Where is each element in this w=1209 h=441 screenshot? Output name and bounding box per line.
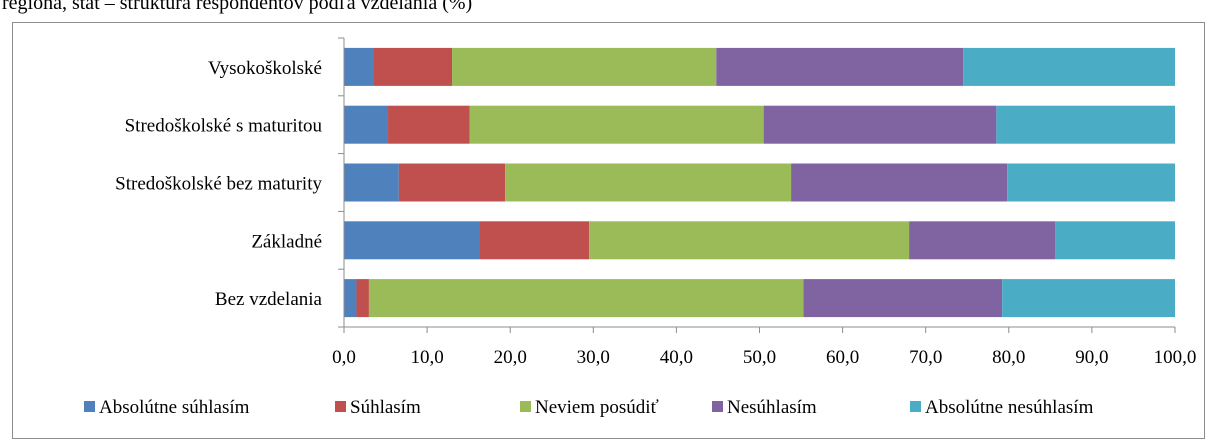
bar-vysokoskolske-absolutne-nesuhlasim [963, 47, 1175, 86]
x-tick-label: 70,0 [909, 347, 942, 368]
bar-stredoskolske-s-maturitou-absolutne-suhlasim [344, 105, 389, 144]
x-tick-label: 50,0 [743, 347, 776, 368]
bar-stredoskolske-bez-maturity-absolutne-suhlasim [344, 163, 399, 202]
bar-zakladne-nesuhlasim [909, 221, 1056, 260]
bar-zakladne-neviem-posudit [589, 221, 910, 260]
bar-stredoskolske-bez-maturity-absolutne-nesuhlasim [1007, 163, 1175, 202]
x-tick-label: 60,0 [826, 347, 859, 368]
bar-stredoskolske-bez-maturity-neviem-posudit [505, 163, 792, 202]
category-label: Bez vzdelania [215, 289, 323, 310]
bar-stredoskolske-bez-maturity-suhlasim [398, 163, 506, 202]
bar-stredoskolske-s-maturitou-neviem-posudit [469, 105, 764, 144]
legend-swatch-neviem-posudit [520, 401, 531, 412]
x-tick-label: 10,0 [410, 347, 443, 368]
bar-vysokoskolske-nesuhlasim [716, 47, 964, 86]
legend-swatch-absolutne-nesuhlasim [910, 401, 921, 412]
legend-label: Súhlasím [350, 397, 421, 418]
category-label: Základné [251, 231, 322, 252]
legend-swatch-nesuhlasim [712, 401, 723, 412]
bar-stredoskolske-s-maturitou-absolutne-nesuhlasim [996, 105, 1175, 144]
bar-zakladne-absolutne-suhlasim [344, 221, 480, 260]
x-tick-label: 80,0 [992, 347, 1025, 368]
chart-caption: regióna, štát – štruktúra respondentov p… [2, 0, 473, 14]
bar-stredoskolske-s-maturitou-suhlasim [388, 105, 470, 144]
category-label: Stredoškolské s maturitou [125, 116, 323, 137]
x-tick-label: 100,0 [1154, 347, 1197, 368]
legend-swatch-absolutne-suhlasim [84, 401, 95, 412]
chart-frame [12, 22, 1205, 439]
bar-bez-vzdelania-suhlasim [356, 279, 369, 318]
bar-bez-vzdelania-absolutne-suhlasim [344, 279, 357, 318]
bar-bez-vzdelania-absolutne-nesuhlasim [1002, 279, 1175, 318]
x-tick-label: 40,0 [660, 347, 693, 368]
legend-label: Absolútne súhlasím [99, 397, 250, 418]
legend-label: Neviem posúdiť [535, 397, 659, 418]
x-tick-label: 90,0 [1075, 347, 1108, 368]
bar-vysokoskolske-neviem-posudit [452, 47, 717, 86]
x-tick-label: 30,0 [577, 347, 610, 368]
bar-zakladne-suhlasim [479, 221, 590, 260]
legend-label: Absolútne nesúhlasím [925, 397, 1094, 418]
x-tick-label: 0,0 [332, 347, 356, 368]
bar-bez-vzdelania-nesuhlasim [803, 279, 1003, 318]
x-tick-label: 20,0 [494, 347, 527, 368]
bar-vysokoskolske-absolutne-suhlasim [344, 47, 374, 86]
legend-swatch-suhlasim [335, 401, 346, 412]
legend-label: Nesúhlasím [727, 397, 817, 418]
bar-vysokoskolske-suhlasim [373, 47, 453, 86]
bar-stredoskolske-bez-maturity-nesuhlasim [791, 163, 1008, 202]
bar-zakladne-absolutne-nesuhlasim [1055, 221, 1175, 260]
bar-bez-vzdelania-neviem-posudit [368, 279, 804, 318]
category-label: Stredoškolské bez maturity [115, 174, 322, 195]
category-label: Vysokoškolské [208, 58, 322, 79]
bar-stredoskolske-s-maturitou-nesuhlasim [763, 105, 997, 144]
